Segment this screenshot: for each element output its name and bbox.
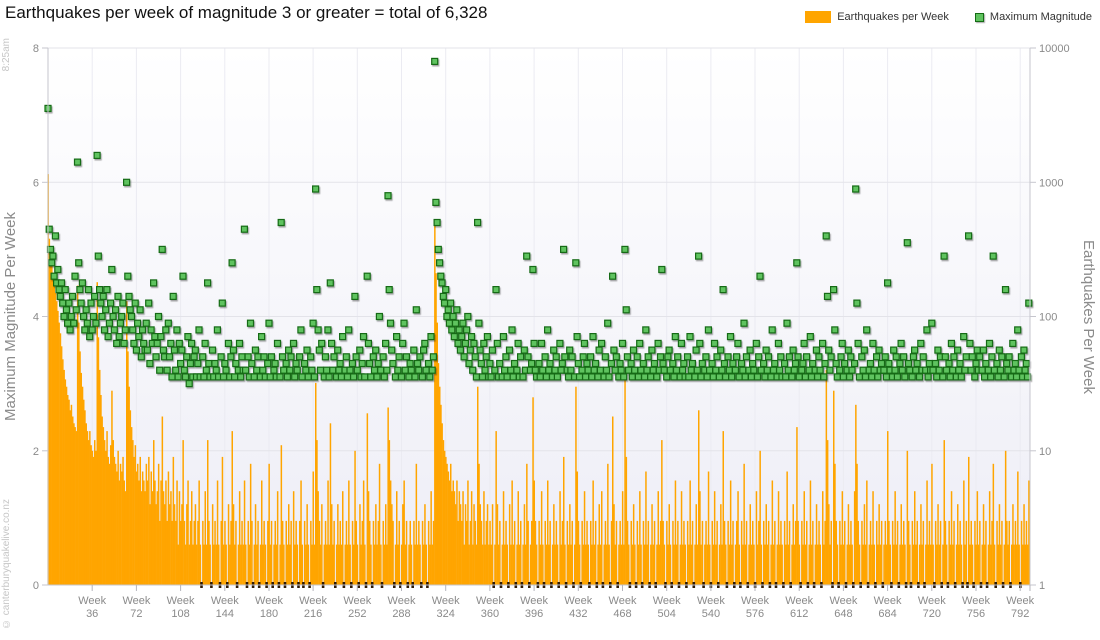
right-axis-labels: 1 10 100 1000 10000: [1039, 43, 1070, 592]
svg-text:Week: Week: [785, 595, 813, 607]
svg-text:0: 0: [33, 580, 39, 592]
svg-text:684: 684: [878, 608, 896, 620]
svg-text:792: 792: [1011, 608, 1029, 620]
svg-text:360: 360: [481, 608, 499, 620]
svg-text:1: 1: [1039, 580, 1045, 592]
svg-text:756: 756: [967, 608, 985, 620]
svg-text:Week: Week: [167, 595, 195, 607]
svg-text:Week: Week: [1006, 595, 1034, 607]
svg-text:Week: Week: [741, 595, 769, 607]
svg-text:468: 468: [613, 608, 631, 620]
svg-text:Week: Week: [918, 595, 946, 607]
left-axis-ticks: [42, 47, 48, 586]
svg-text:144: 144: [216, 608, 234, 620]
svg-text:540: 540: [702, 608, 720, 620]
magnitude-series[interactable]: [44, 57, 1033, 388]
svg-text:396: 396: [525, 608, 543, 620]
svg-text:Week: Week: [874, 595, 902, 607]
svg-text:Week: Week: [388, 595, 416, 607]
legend-label: Earthquakes per Week: [837, 11, 949, 23]
bars-series[interactable]: [47, 174, 1030, 586]
right-axis-title: Earthquakes Per Week: [1080, 239, 1097, 394]
svg-text:180: 180: [260, 608, 278, 620]
legend-item-maximum-magnitude[interactable]: Maximum Magnitude: [974, 11, 1092, 23]
svg-text:612: 612: [790, 608, 808, 620]
chart-title: Earthquakes per week of magnitude 3 or g…: [5, 3, 488, 22]
bar-series-swatch-icon: [805, 11, 832, 23]
scatter-series-marker-icon: [974, 12, 984, 22]
svg-text:Week: Week: [299, 595, 327, 607]
svg-text:324: 324: [437, 608, 455, 620]
svg-text:4: 4: [33, 312, 39, 324]
legend-item-earthquakes-per-week[interactable]: Earthquakes per Week: [805, 11, 949, 23]
svg-text:72: 72: [130, 608, 142, 620]
legend-label: Maximum Magnitude: [989, 11, 1092, 23]
legend: Earthquakes per Week Maximum Magnitude: [805, 11, 1092, 23]
svg-text:108: 108: [171, 608, 189, 620]
svg-text:Week: Week: [211, 595, 239, 607]
svg-text:10000: 10000: [1039, 43, 1070, 55]
left-axis-labels: 0 2 4 6 8: [33, 43, 39, 592]
x-axis-labels: Week36Week72Week108Week144Week180Week216…: [78, 595, 1034, 620]
svg-text:576: 576: [746, 608, 764, 620]
svg-text:Week: Week: [122, 595, 150, 607]
right-axis-ticks: [1030, 47, 1036, 586]
svg-text:288: 288: [392, 608, 410, 620]
svg-text:216: 216: [304, 608, 322, 620]
svg-text:Week: Week: [255, 595, 283, 607]
svg-text:504: 504: [658, 608, 676, 620]
svg-text:1000: 1000: [1039, 177, 1063, 189]
svg-text:Week: Week: [432, 595, 460, 607]
svg-text:100: 100: [1039, 312, 1057, 324]
svg-text:648: 648: [834, 608, 852, 620]
watermark-time: 8:25am: [1, 38, 12, 72]
watermark-copyright: © canterburyquakelive.co.nz: [1, 499, 12, 629]
svg-text:Week: Week: [78, 595, 106, 607]
svg-text:Week: Week: [829, 595, 857, 607]
svg-text:720: 720: [923, 608, 941, 620]
svg-text:252: 252: [348, 608, 366, 620]
svg-text:36: 36: [86, 608, 98, 620]
svg-text:Week: Week: [564, 595, 592, 607]
svg-text:Week: Week: [520, 595, 548, 607]
svg-text:Week: Week: [697, 595, 725, 607]
x-axis-ticks: [91, 585, 1031, 591]
svg-text:432: 432: [569, 608, 587, 620]
svg-text:6: 6: [33, 177, 39, 189]
svg-text:Week: Week: [962, 595, 990, 607]
svg-text:10: 10: [1039, 446, 1051, 458]
svg-text:Week: Week: [343, 595, 371, 607]
svg-text:Week: Week: [609, 595, 637, 607]
svg-text:8: 8: [33, 43, 39, 55]
svg-text:Week: Week: [653, 595, 681, 607]
svg-text:Week: Week: [476, 595, 504, 607]
svg-text:2: 2: [33, 446, 39, 458]
